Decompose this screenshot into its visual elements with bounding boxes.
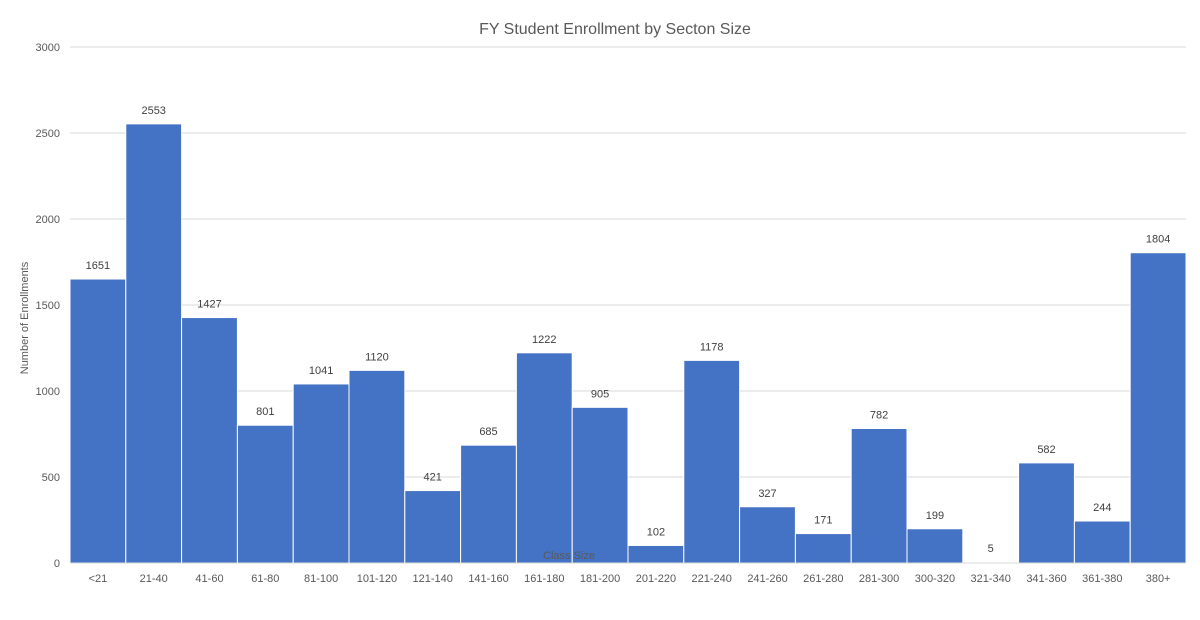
data-label: 199 [926,510,944,522]
bar [739,506,796,564]
y-tick-label: 2500 [36,128,60,140]
x-tick-label: 121-140 [413,573,453,585]
y-axis-ticks: 0 500 1000 1500 2000 2500 3000 [36,42,60,570]
x-tick-label: 261-280 [803,573,843,585]
bars [69,123,1187,564]
data-labels: 1651 2553 1427 801 1041 1120 421 685 1222 905 102 1… [86,105,1171,555]
data-label: 1651 [86,260,110,272]
data-label: 1120 [365,351,389,363]
data-label: 421 [424,472,442,484]
bar [1018,462,1075,564]
y-tick-label: 500 [42,472,60,484]
gridlines [70,46,1186,478]
x-tick-label: 21-40 [140,573,168,585]
y-tick-label: 0 [54,558,60,570]
data-label: 685 [479,426,497,438]
data-label: 905 [591,388,609,400]
x-axis-title: Class Size [543,550,595,562]
data-label: 1427 [197,299,221,311]
data-label: 102 [647,526,665,538]
bar [125,123,183,564]
bar [348,369,406,564]
y-tick-label: 3000 [36,42,60,54]
bar [683,359,741,564]
bar [1073,520,1131,564]
x-tick-label: 281-300 [859,573,899,585]
bar [906,528,964,564]
data-label: 1178 [700,341,724,353]
bar [460,444,517,564]
bar [794,533,852,564]
x-tick-label: 300-320 [915,573,955,585]
data-label: 171 [814,515,832,527]
bar [292,383,350,564]
x-tick-label: 341-360 [1026,573,1066,585]
x-tick-label: 161-180 [524,573,564,585]
x-tick-label: 201-220 [636,573,676,585]
x-axis-ticks: <21 21-40 41-60 61-80 81-100 101-120 121-140 14… [89,573,1171,585]
bar [404,490,462,564]
y-axis-title: Number of Enrollments [19,261,31,374]
y-tick-label: 1500 [36,300,60,312]
data-label: 801 [256,406,274,418]
bar [850,427,908,564]
bar [627,544,685,564]
data-label: 5 [988,543,994,555]
data-label: 782 [870,409,888,421]
data-label: 2553 [141,105,165,117]
bar [515,352,573,564]
x-tick-label: 61-80 [251,573,279,585]
bar [1129,252,1187,564]
x-tick-label: 380+ [1146,573,1171,585]
x-tick-label: 221-240 [692,573,732,585]
y-tick-label: 1000 [36,386,60,398]
x-tick-label: <21 [89,573,108,585]
x-tick-label: 181-200 [580,573,620,585]
bar [69,278,127,564]
data-label: 244 [1093,502,1111,514]
bar [236,424,294,564]
chart-title: FY Student Enrollment by Secton Size [479,21,751,38]
data-label: 582 [1037,444,1055,456]
data-label: 1804 [1146,234,1170,246]
x-tick-label: 321-340 [971,573,1011,585]
data-label: 327 [758,488,776,500]
data-label: 1222 [532,334,556,346]
x-tick-label: 101-120 [357,573,397,585]
bar [181,317,238,564]
x-tick-label: 41-60 [195,573,223,585]
data-label: 1041 [309,365,333,377]
x-tick-label: 141-160 [468,573,508,585]
x-tick-label: 241-260 [747,573,787,585]
x-tick-label: 81-100 [304,573,338,585]
x-tick-label: 361-380 [1082,573,1122,585]
bar [571,406,629,564]
y-tick-label: 2000 [36,214,60,226]
